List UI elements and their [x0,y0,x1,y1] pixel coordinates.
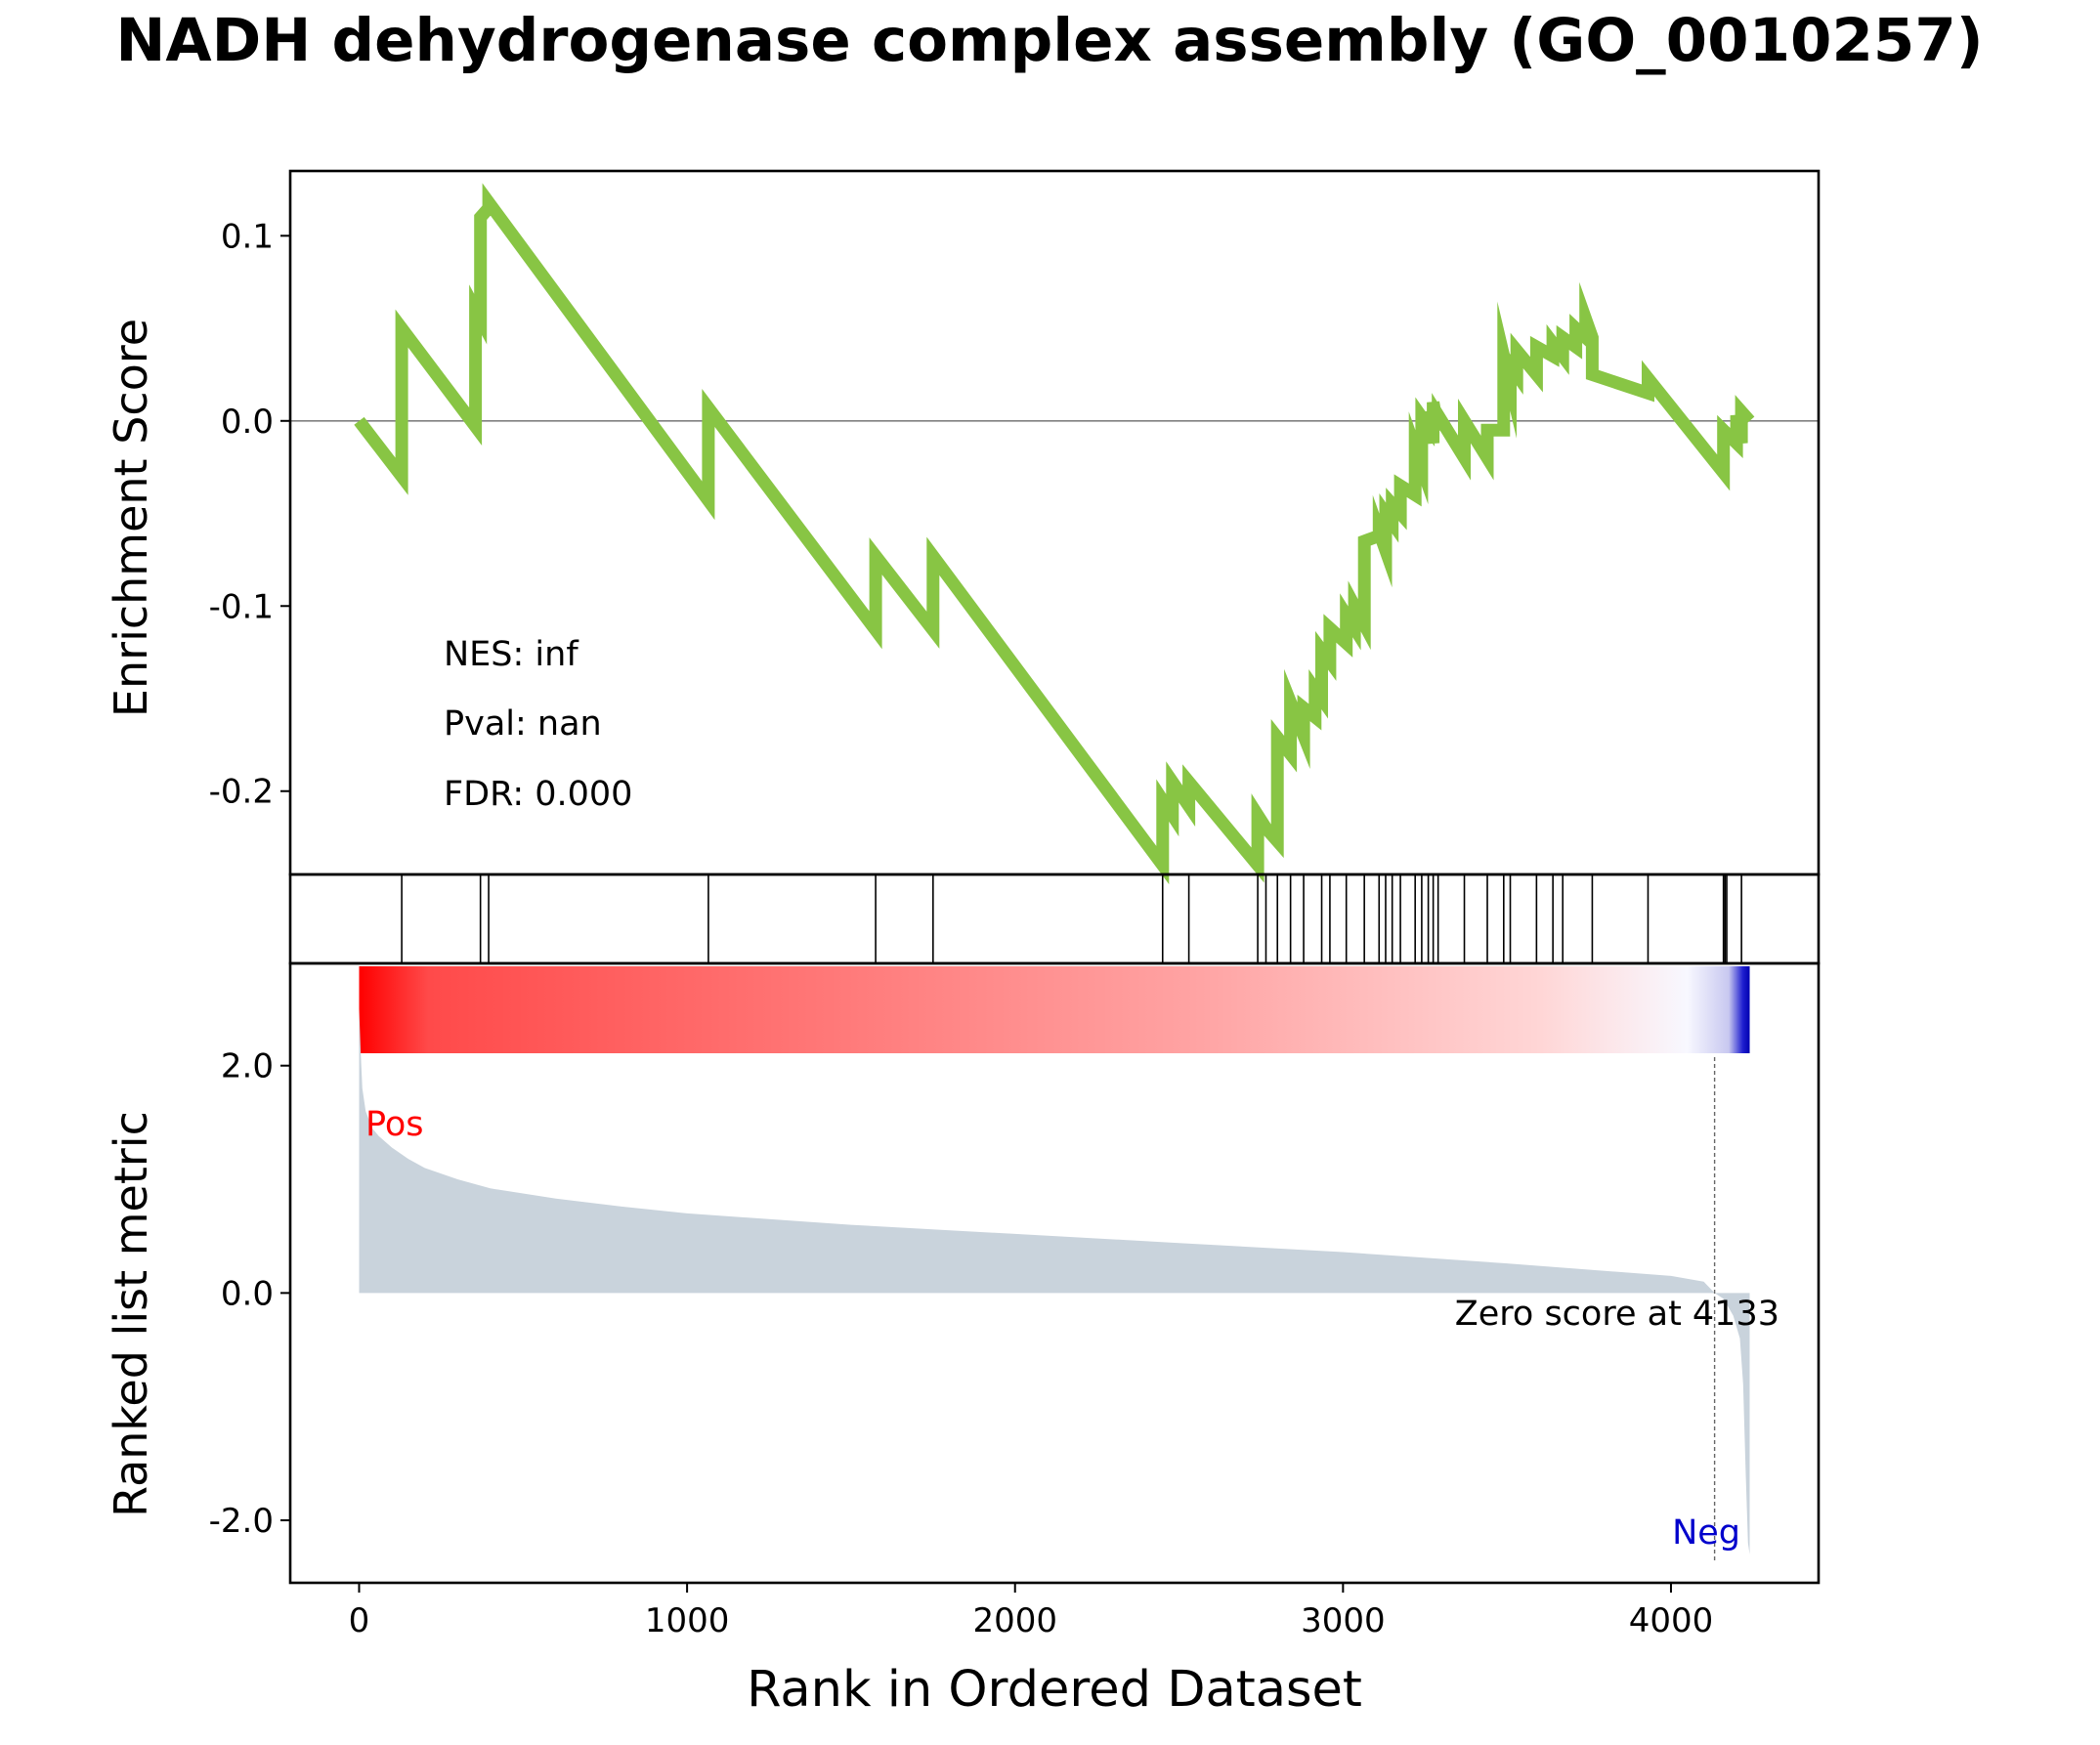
es-y-tick-label: -0.2 [209,773,274,812]
hits-panel-frame [288,872,1821,965]
es-y-axis-label: Enrichment Score [105,319,157,717]
pos-label: Pos [365,1105,424,1144]
metric-area [359,1008,1750,1554]
x-tick-label: 3000 [1301,1601,1386,1640]
nes-annotation: NES: inf [444,635,579,674]
pval-annotation: Pval: nan [444,704,602,744]
metric-y-tick-label: 0.0 [221,1274,274,1313]
fdr-annotation: FDR: 0.000 [444,775,632,814]
es-line [354,183,1755,885]
enrichment-panel: 0.1 0.0 -0.1 -0.2 NES: inf Pval: nan FDR: 0… [105,169,1821,885]
x-axis-ticks: 0 1000 2000 3000 4000 [349,1583,1714,1640]
hits-panel [288,872,1821,965]
metric-y-ticks: 2.0 0.0 -2.0 [209,1047,290,1541]
metric-y-tick-label: 2.0 [221,1047,274,1086]
x-tick-label: 2000 [972,1601,1057,1640]
x-axis-label: Rank in Ordered Dataset [747,1661,1362,1719]
es-y-tick-label: 0.0 [221,403,274,442]
hit-marks [401,874,1742,963]
es-y-tick-label: 0.1 [221,217,274,256]
metric-panel: 2.0 0.0 -2.0 Pos Neg Zero score at 4133 Ra… [105,961,1821,1585]
zero-score-label: Zero score at 4133 [1455,1295,1779,1334]
x-tick-label: 1000 [645,1601,730,1640]
metric-y-axis-label: Ranked list metric [105,1111,157,1517]
x-tick-label: 0 [349,1601,370,1640]
chart-title: NADH dehydrogenase complex assembly (GO_… [115,6,1983,75]
x-tick-label: 4000 [1629,1601,1714,1640]
neg-label: Neg [1672,1513,1740,1553]
es-y-tick-label: -0.1 [209,587,274,626]
es-panel-frame [288,169,1821,876]
es-y-ticks: 0.1 0.0 -0.1 -0.2 [209,217,290,812]
rank-color-bar [359,966,1750,1053]
metric-y-tick-label: -2.0 [209,1502,274,1541]
metric-panel-frame [288,961,1821,1585]
